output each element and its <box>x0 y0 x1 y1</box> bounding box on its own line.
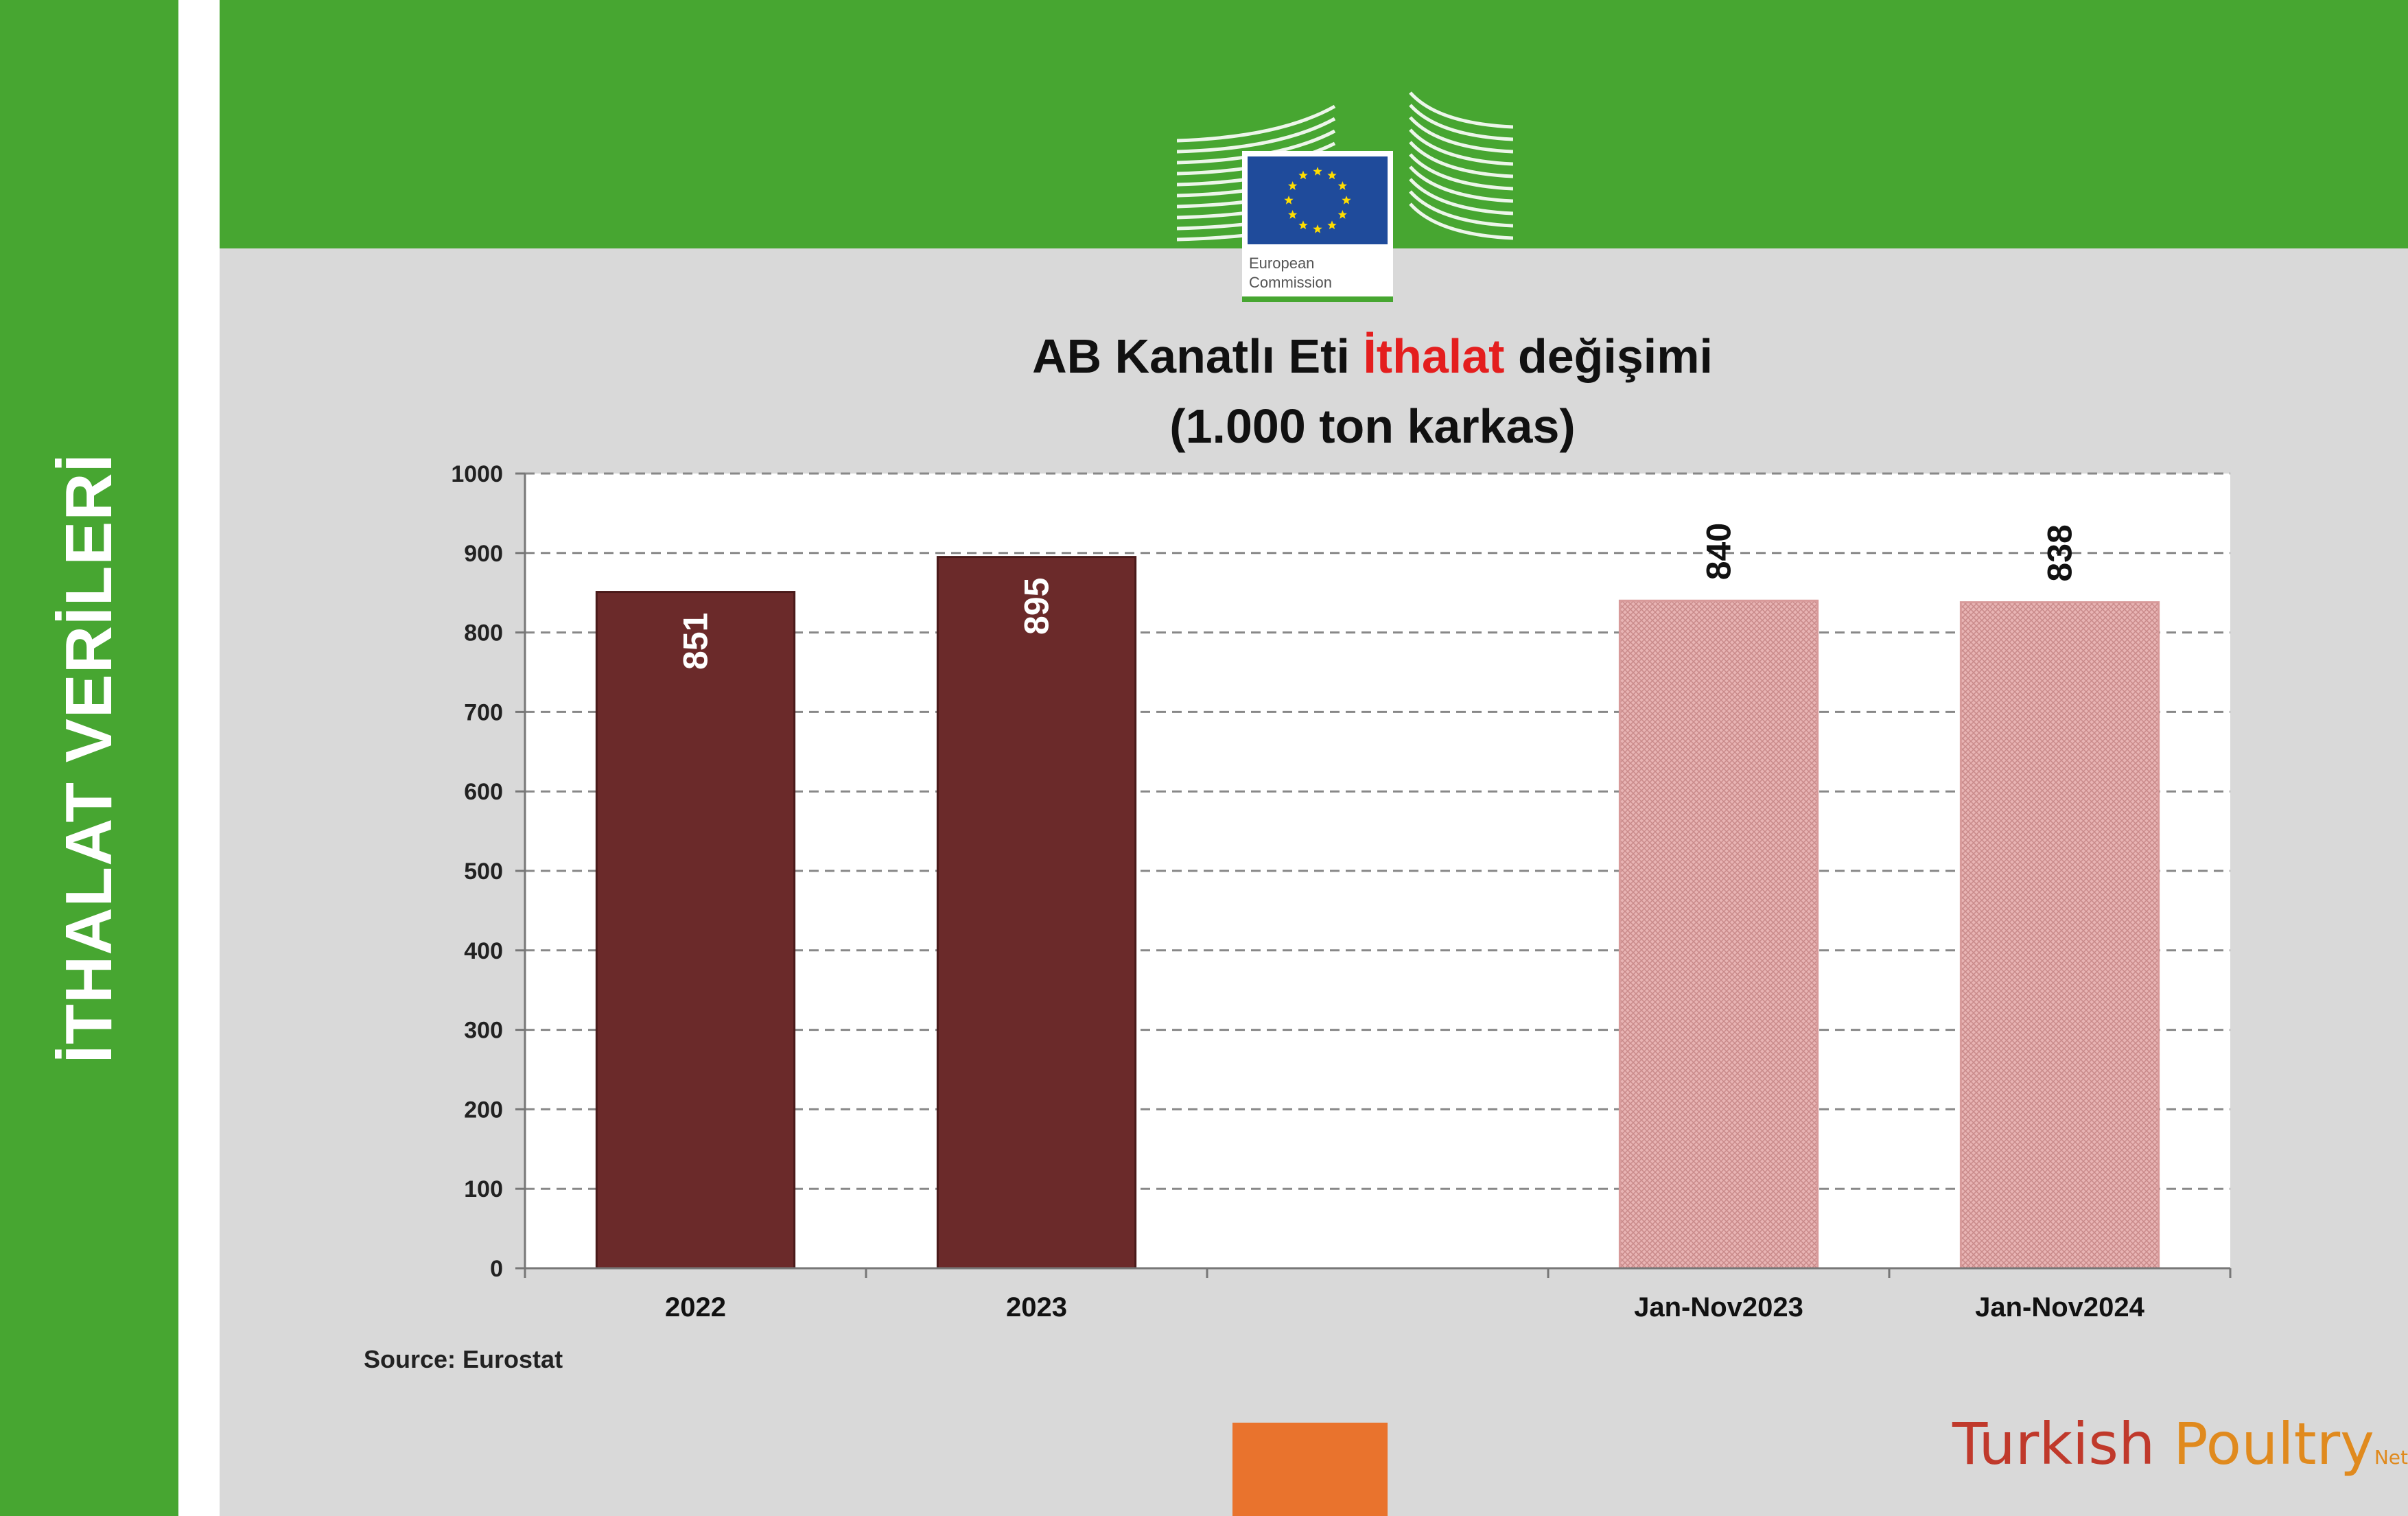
y-tick-label: 1000 <box>451 461 503 487</box>
title-part-2: İthalat <box>1363 329 1505 383</box>
y-tick-label: 900 <box>464 541 503 567</box>
bar <box>1618 599 1819 1270</box>
ec-text: European Commission <box>1249 254 1332 292</box>
eu-star <box>1298 220 1308 229</box>
eu-star <box>1342 196 1351 205</box>
x-tick-label: Jan-Nov2023 <box>1634 1292 1803 1322</box>
ec-flag-box: European Commission <box>1242 151 1393 302</box>
data-label: 838 <box>2041 524 2079 581</box>
brand-part1: Turkish <box>1952 1410 2174 1478</box>
y-tick-label: 500 <box>464 859 503 885</box>
title-part-1: AB Kanatlı Eti <box>1032 329 1364 383</box>
divider-strip <box>178 0 220 1516</box>
ec-text-line1: European <box>1249 255 1315 272</box>
eu-star <box>1337 210 1347 219</box>
eu-flag-icon <box>1248 156 1388 244</box>
eu-star <box>1298 170 1308 180</box>
y-tick-label: 400 <box>464 938 503 964</box>
y-tick-label: 200 <box>464 1097 503 1123</box>
y-tick-label: 700 <box>464 699 503 725</box>
bar <box>936 556 1137 1270</box>
y-tick-label: 0 <box>490 1256 503 1282</box>
eu-star <box>1313 224 1322 233</box>
brand-part2: Poultry <box>2173 1410 2374 1478</box>
y-tick-label: 600 <box>464 779 503 805</box>
eu-star <box>1288 210 1298 219</box>
chart-subtitle: (1.000 ton karkas) <box>1169 399 1576 453</box>
eu-star <box>1288 181 1298 190</box>
y-tick-label: 100 <box>464 1176 503 1202</box>
eu-star <box>1327 220 1337 229</box>
bar <box>595 591 796 1270</box>
data-label: 851 <box>677 613 715 670</box>
bar <box>1959 601 2160 1270</box>
orange-accent-box <box>1232 1423 1388 1516</box>
x-tick-label: 2022 <box>665 1292 726 1322</box>
x-tick-label: 2023 <box>1006 1292 1067 1322</box>
x-tick-label: Jan-Nov2024 <box>1975 1292 2145 1322</box>
y-tick-label: 300 <box>464 1018 503 1044</box>
eu-star <box>1337 181 1347 190</box>
chart-title-line1: AB Kanatlı Eti İthalat değişimi <box>823 321 1921 391</box>
european-commission-logo: European Commission <box>1177 86 1513 305</box>
eu-star <box>1313 167 1322 176</box>
ec-text-line2: Commission <box>1249 274 1333 291</box>
y-tick-label: 800 <box>464 620 503 646</box>
chart-title: AB Kanatlı Eti İthalat değişimi (1.000 t… <box>823 321 1921 461</box>
turkish-poultry-logo: Turkish PoultryNet <box>1952 1410 2408 1478</box>
brand-suffix: Net <box>2374 1446 2408 1469</box>
eu-star <box>1327 170 1337 180</box>
sidebar: İTHALAT VERİLERİ <box>0 0 178 1516</box>
eu-star <box>1284 196 1294 205</box>
title-part-3: değişimi <box>1504 329 1713 383</box>
data-label: 840 <box>1700 523 1738 580</box>
data-label: 895 <box>1018 578 1056 635</box>
source-note: Source: Eurostat <box>364 1345 563 1373</box>
